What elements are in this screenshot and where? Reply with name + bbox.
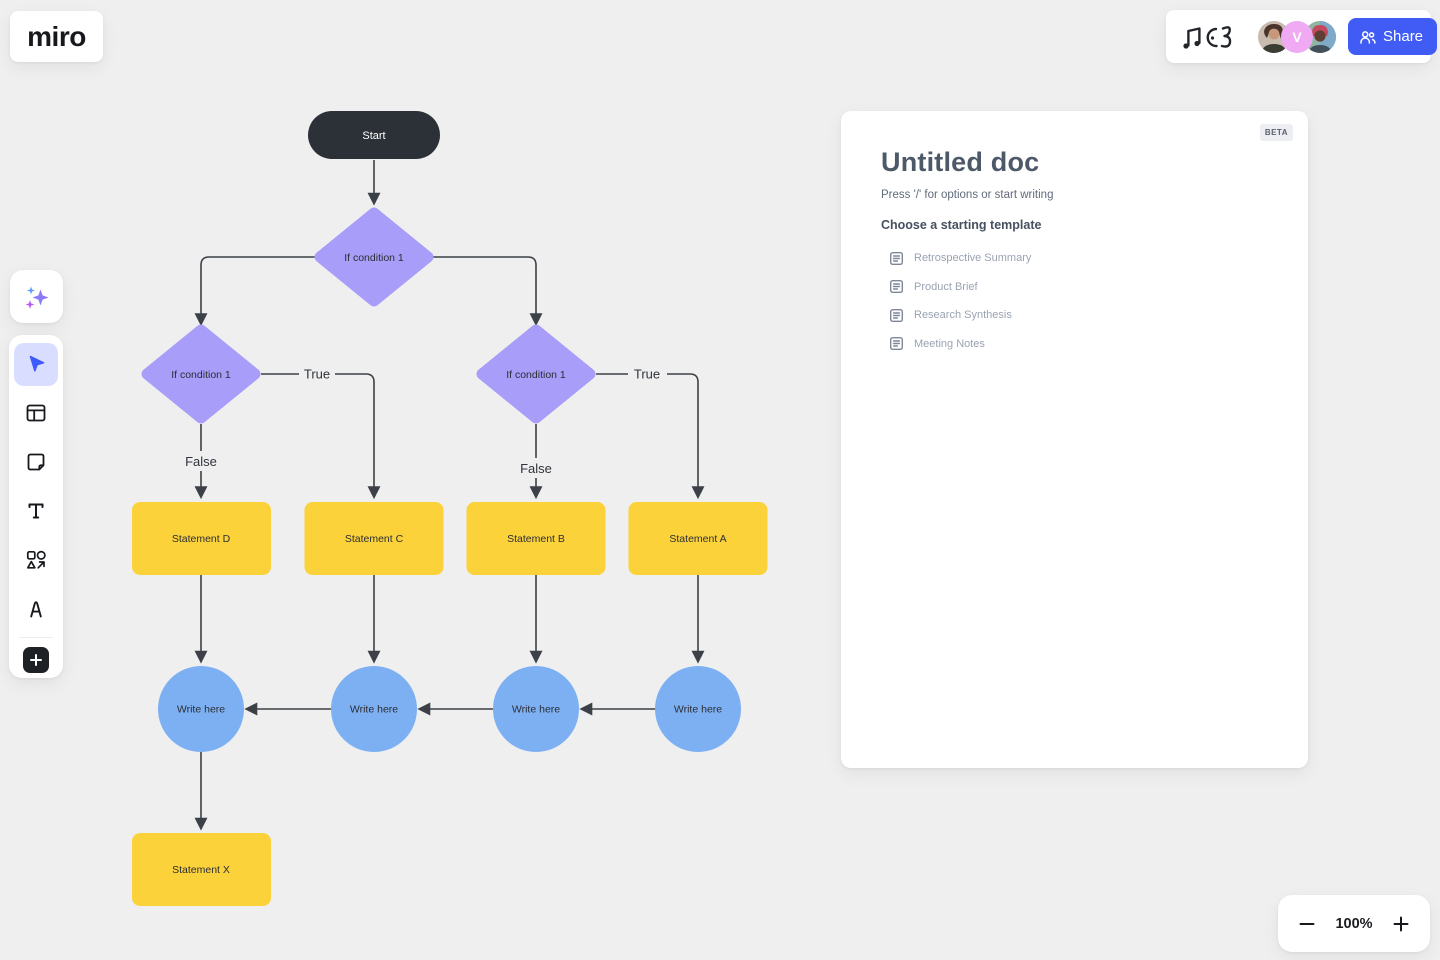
connector-true-right-b[interactable] <box>667 373 705 500</box>
plus-icon <box>30 654 42 667</box>
flowchart-circle-1[interactable] <box>158 666 244 752</box>
template-item-label: Research Synthesis <box>914 309 1012 322</box>
flowchart-statement-a[interactable] <box>628 502 768 575</box>
flowchart-condition-left-label: If condition 1 <box>171 369 231 381</box>
template-list: Retrospective Summary Product Brief <box>881 244 1268 358</box>
add-more-tools-button[interactable] <box>23 647 49 673</box>
doc-placeholder-hint: Press '/' for options or start writing <box>881 189 1054 201</box>
zoom-out-button[interactable] <box>1298 915 1316 933</box>
flowchart-condition-right-label: If condition 1 <box>506 369 566 381</box>
document-icon <box>890 280 904 294</box>
edge-label-true-right: True <box>634 367 660 382</box>
minus-icon <box>1299 922 1315 925</box>
sticky-note-tool[interactable] <box>14 440 58 484</box>
flowchart-circle-2-label: Write here <box>350 704 398 716</box>
flowchart-statement-x-label: Statement X <box>172 864 230 876</box>
frame-layout-icon <box>26 404 46 422</box>
flowchart-statement-x[interactable] <box>132 833 271 906</box>
doc-panel[interactable]: BETA Untitled doc Press '/' for options … <box>841 111 1308 768</box>
document-icon <box>890 251 904 265</box>
flowchart-circle-2[interactable] <box>331 666 417 752</box>
flowchart-circle-3-label: Write here <box>512 704 560 716</box>
flowchart-statement-b[interactable] <box>466 502 606 575</box>
flowchart-statement-d[interactable] <box>132 502 271 575</box>
document-icon <box>890 308 904 322</box>
flowchart-statement-c[interactable] <box>304 502 444 575</box>
edge-label-true-left: True <box>304 367 330 382</box>
connector-condition-right[interactable] <box>433 256 543 327</box>
plus-icon <box>1393 916 1409 931</box>
flowchart-circle-3[interactable] <box>493 666 579 752</box>
sticky-note-icon <box>27 453 45 471</box>
pen-a-glyph-icon <box>30 600 42 618</box>
text-tool[interactable] <box>14 489 58 533</box>
shapes-icon <box>26 550 46 569</box>
music-notes-doodle-icon <box>1183 25 1232 49</box>
flowchart-statement-c-label: Statement C <box>345 533 404 545</box>
cursor-icon <box>29 356 45 372</box>
shapes-tool[interactable] <box>14 538 58 582</box>
flowchart-condition-right[interactable] <box>476 324 596 424</box>
template-item-research-synthesis[interactable]: Research Synthesis <box>881 301 1268 330</box>
doc-title[interactable]: Untitled doc <box>881 147 1040 177</box>
zoom-controls: 100% <box>1278 895 1430 952</box>
toolbar-divider <box>19 637 53 639</box>
template-item-product-brief[interactable]: Product Brief <box>881 273 1268 302</box>
flowchart-circle-4-label: Write here <box>674 704 722 716</box>
flowchart-circle-4[interactable] <box>655 666 741 752</box>
text-icon <box>28 503 44 519</box>
collaborator-avatar-v[interactable]: V <box>1281 20 1313 53</box>
template-item-label: Retrospective Summary <box>914 252 1032 265</box>
beta-badge: BETA <box>1259 124 1293 141</box>
miro-logo[interactable]: miro <box>10 11 103 62</box>
flowchart-start-label: Start <box>362 130 385 142</box>
flowchart-statement-d-label: Statement D <box>172 533 231 545</box>
share-people-icon <box>1360 30 1376 44</box>
connector-condition-left[interactable] <box>194 256 315 327</box>
share-button-label: Share <box>1383 28 1424 45</box>
connector-true-left-b[interactable] <box>335 373 381 500</box>
flowchart-statement-a-label: Statement A <box>669 533 726 545</box>
flowchart-circle-1-label: Write here <box>177 704 225 716</box>
template-item-meeting-notes[interactable]: Meeting Notes <box>881 330 1268 359</box>
zoom-in-button[interactable] <box>1392 915 1410 933</box>
template-item-retrospective-summary[interactable]: Retrospective Summary <box>881 244 1268 273</box>
collaboration-bar: V <box>1166 10 1438 63</box>
pen-tool[interactable] <box>14 587 58 631</box>
miro-logo-text: miro <box>27 20 86 52</box>
flowchart-start-node[interactable] <box>308 111 440 159</box>
document-icon <box>890 337 904 351</box>
sparkles-icon <box>25 286 48 309</box>
ai-assist-button[interactable] <box>10 270 63 323</box>
frames-tool[interactable] <box>14 391 58 435</box>
flowchart-condition-top[interactable] <box>314 207 434 307</box>
edge-label-false-left: False <box>185 454 217 469</box>
share-button[interactable]: Share <box>1348 18 1438 55</box>
select-tool[interactable] <box>14 342 58 387</box>
flowchart-statement-b-label: Statement B <box>507 533 565 545</box>
avatar-initial: V <box>1292 28 1302 45</box>
creation-toolbar <box>9 335 63 678</box>
flowchart-condition-top-label: If condition 1 <box>344 252 404 264</box>
template-item-label: Product Brief <box>914 280 978 293</box>
collaborator-avatars: V <box>1258 20 1336 53</box>
flowchart-condition-left[interactable] <box>141 324 261 424</box>
templates-heading: Choose a starting template <box>881 218 1042 232</box>
template-item-label: Meeting Notes <box>914 337 985 350</box>
edge-label-false-right: False <box>520 461 552 476</box>
zoom-level[interactable]: 100% <box>1335 915 1373 932</box>
